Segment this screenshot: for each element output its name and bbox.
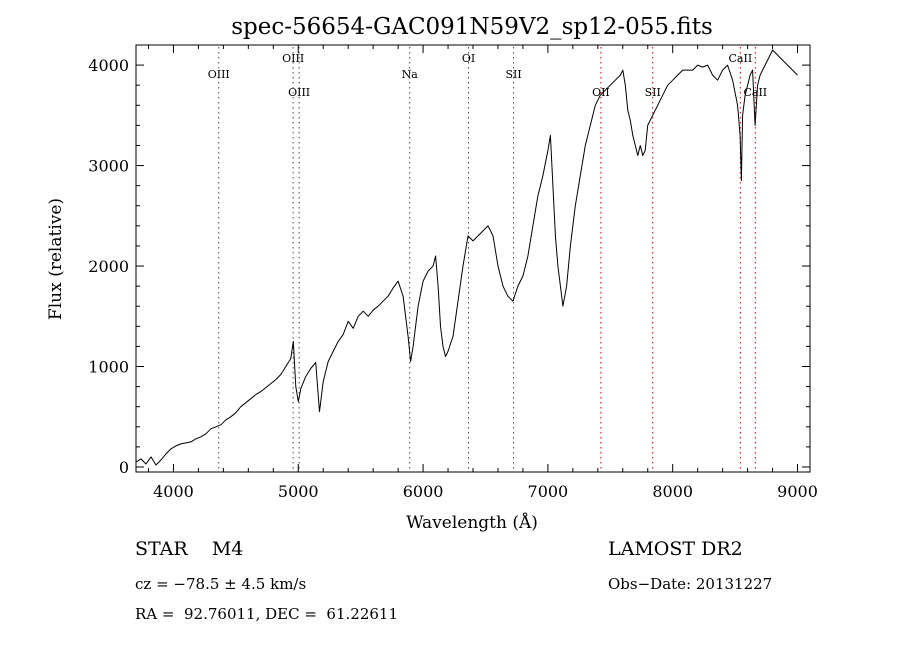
star-type-label: STAR M4 [135, 538, 244, 560]
y-axis-label: Flux (relative) [46, 198, 66, 320]
line-marker-label: OIII [282, 52, 304, 65]
x-tick-label: 5000 [278, 482, 319, 501]
chart-title: spec-56654-GAC091N59V2_sp12-055.fits [231, 14, 713, 40]
line-marker-label: SII [505, 68, 521, 81]
obs-date-label: Obs−Date: 20131227 [608, 575, 773, 593]
y-tick-label: 0 [119, 458, 129, 477]
y-tick-label: 2000 [88, 257, 129, 276]
x-tick-label: 4000 [153, 482, 194, 501]
x-tick-label: 7000 [528, 482, 569, 501]
redshift-label: cz = −78.5 ± 4.5 km/s [135, 575, 307, 593]
line-markers: OIII OIII OIII Na OI SII OII SII CaII CaII [208, 47, 767, 472]
line-marker-label: OIII [288, 86, 310, 99]
x-axis-label: Wavelength (Å) [406, 512, 538, 533]
line-marker-label: OI [462, 52, 475, 65]
survey-label: LAMOST DR2 [608, 538, 743, 560]
x-tick-label: 9000 [777, 482, 818, 501]
line-marker-label: CaII [729, 52, 753, 65]
x-tick-label: 6000 [403, 482, 444, 501]
y-tick-label: 1000 [88, 358, 129, 377]
line-marker-label: Na [402, 68, 419, 81]
line-marker-label: SII [645, 86, 661, 99]
plot-frame [135, 44, 811, 473]
y-tick-label: 4000 [88, 56, 129, 75]
line-marker-label: OII [592, 86, 610, 99]
coordinates-label: RA = 92.76011, DEC = 61.22611 [135, 605, 399, 623]
x-tick-label: 8000 [652, 482, 693, 501]
axis-ticks: 4000 5000 6000 7000 8000 9000 0 1000 2000 3000 400… [88, 45, 818, 501]
y-tick-label: 3000 [88, 157, 129, 176]
line-marker-label: CaII [743, 86, 767, 99]
series-layer [135, 49, 798, 466]
line-marker-label: OIII [208, 68, 230, 81]
spectrum-line [135, 49, 798, 466]
